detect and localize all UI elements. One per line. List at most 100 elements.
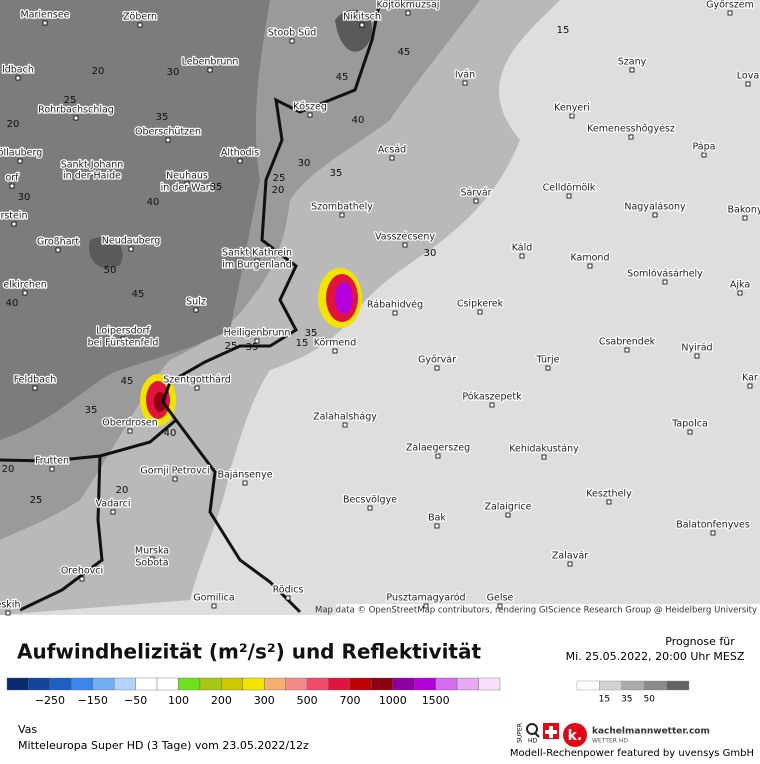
colorbar-cell xyxy=(199,677,222,691)
contour-label: 35 xyxy=(85,405,98,416)
place-dot xyxy=(477,309,483,315)
contour-label: 30 xyxy=(298,158,311,169)
place-dot xyxy=(434,365,440,371)
k-logo xyxy=(563,723,587,747)
place-label: Pápa xyxy=(693,142,716,153)
place-dot xyxy=(11,221,17,227)
colorbar-cell xyxy=(71,677,93,691)
place-dot xyxy=(402,242,408,248)
place-label: Türje xyxy=(536,355,560,366)
logo-super: SUPER xyxy=(517,723,524,743)
place-label: Großhart xyxy=(37,237,80,248)
place-label: Kojtokmuzsaj xyxy=(377,0,440,11)
colorbar-label: −50 xyxy=(124,694,147,707)
magnifier xyxy=(534,732,540,738)
attribution: Map data © OpenStreetMap contributors, r… xyxy=(315,606,757,616)
place-label: Bak xyxy=(428,513,446,524)
place-label: Csipkerek xyxy=(457,299,504,310)
colorbar-label: 1000 xyxy=(379,694,407,707)
place-label: Kamond xyxy=(570,253,609,264)
place-label: Pókaszepetk xyxy=(462,392,522,403)
place-dot xyxy=(629,67,635,73)
place-dot xyxy=(194,385,200,391)
contour-label: 25 xyxy=(225,341,238,352)
magnifier xyxy=(526,723,538,735)
colorbar-cell xyxy=(49,677,72,691)
place-label: ldbach xyxy=(2,65,34,76)
place-dot xyxy=(742,215,748,221)
place-dot xyxy=(32,385,38,391)
place-label: Oberschützen xyxy=(135,127,201,138)
place-label: in der Wart xyxy=(161,183,214,194)
brand-sub: WETTER HD xyxy=(592,738,628,745)
place-dot xyxy=(207,67,213,73)
place-label: Kemenesshőgyész xyxy=(587,124,675,135)
place-label: in der Haide xyxy=(63,171,121,182)
place-dot xyxy=(17,158,23,164)
place-label: Pusztamagyaród xyxy=(386,593,465,604)
forecast-label: Prognose für xyxy=(665,635,735,648)
place-dot xyxy=(137,22,143,28)
graybar-cell xyxy=(576,680,600,691)
colorbar-cell xyxy=(285,677,308,691)
place-label: Kar xyxy=(742,373,758,384)
place-dot xyxy=(737,290,743,296)
place-dot xyxy=(489,402,495,408)
place-label: Kehidakustány xyxy=(509,444,579,455)
colorbar-cell xyxy=(92,677,115,691)
place-label: Csabrendek xyxy=(599,337,656,348)
place-label: Rödics xyxy=(273,585,304,596)
graybar-cell xyxy=(666,680,690,691)
place-label: Vasszécseny xyxy=(375,232,435,243)
contour-label: 45 xyxy=(398,47,411,58)
place-label: Celldömölk xyxy=(543,183,596,194)
place-dot xyxy=(42,20,48,26)
place-dot xyxy=(184,181,190,187)
place-dot xyxy=(307,112,313,118)
contour-label: 35 xyxy=(246,342,259,353)
place-dot xyxy=(587,263,593,269)
graybar: 15 35 50 xyxy=(576,680,690,705)
place-label: bei Fürstenfeld xyxy=(88,338,159,349)
colorbar-cell xyxy=(414,677,436,691)
place-label: Gomilica xyxy=(193,593,234,604)
place-dot xyxy=(462,80,468,86)
contour-label: 40 xyxy=(6,298,19,309)
contour-label: 25 xyxy=(30,495,43,506)
place-dot xyxy=(55,247,61,253)
place-dot xyxy=(662,279,668,285)
colorbar-cell xyxy=(221,677,243,691)
place-dot xyxy=(120,336,126,342)
credit: Modell-Rechenpower featured by uvensys G… xyxy=(510,748,754,759)
brand: kachelmannwetter.com xyxy=(592,727,710,737)
place-label: Heiligenbrunn xyxy=(224,328,291,339)
contour-label: 50 xyxy=(104,265,117,276)
place-dot xyxy=(628,134,634,140)
helicity-core xyxy=(89,9,372,269)
colorbar-cell xyxy=(264,677,286,691)
place-dot xyxy=(342,422,348,428)
place-label: Oberdrosen xyxy=(102,418,157,429)
place-dot xyxy=(15,75,21,81)
place-label: rstein xyxy=(0,211,27,222)
colorbar: −250 −150 −50 100 200 300 500 700 1000 1500 xyxy=(6,677,501,707)
colorbar-cell xyxy=(6,677,29,691)
place-label: Ajka xyxy=(730,280,750,291)
place-label: Rábahidvég xyxy=(367,300,423,311)
contour-label: 20 xyxy=(7,119,20,130)
place-label: Zalaigrice xyxy=(484,502,531,513)
contour-label: 35 xyxy=(210,182,223,193)
place-dot xyxy=(110,509,116,515)
contour-label: 40 xyxy=(352,115,365,126)
place-label: Althodis xyxy=(221,148,259,159)
place-label: Neuhaus xyxy=(166,171,208,182)
title: Aufwindhelizität (m²/s²) und Reflektivit… xyxy=(17,640,481,664)
place-label: Körmend xyxy=(314,338,356,349)
colorbar-cell xyxy=(456,677,479,691)
place-label: Frutten xyxy=(35,456,69,467)
reflectivity xyxy=(154,392,166,412)
place-dot xyxy=(606,499,612,505)
place-dot xyxy=(519,253,525,259)
